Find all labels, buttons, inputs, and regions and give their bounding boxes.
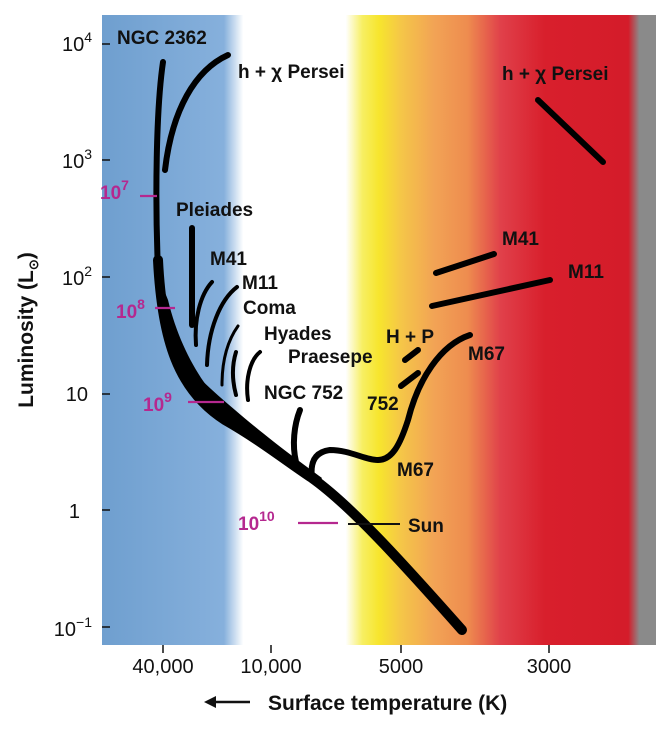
track-hp-giant xyxy=(402,347,421,363)
y-tick-label-1e3: 103 xyxy=(62,146,92,173)
label-ngc752: NGC 752 xyxy=(264,383,343,404)
age-label-1e7: 107 xyxy=(100,177,129,204)
age-label-1e9: 109 xyxy=(143,389,172,416)
track-ngc2362 xyxy=(153,59,166,273)
label-ngc2362: NGC 2362 xyxy=(117,28,207,49)
age-label-1e10: 1010 xyxy=(238,508,275,535)
label-hyades: Hyades xyxy=(264,324,332,345)
main-sequence-fill xyxy=(165,340,322,485)
y-tick-label-1e2: 102 xyxy=(62,263,92,290)
label-m41: M41 xyxy=(210,249,247,270)
label-sun: Sun xyxy=(408,516,444,537)
y-axis xyxy=(102,43,110,628)
age-markers xyxy=(140,194,338,525)
track-m11-giant xyxy=(429,277,553,309)
cluster-tracks xyxy=(153,52,606,635)
track-hyades xyxy=(231,350,238,397)
track-752-giant xyxy=(398,370,421,389)
label-pleiades: Pleiades xyxy=(176,200,253,221)
cluster-labels: NGC 2362 h + χ Persei h + χ Persei Pleia… xyxy=(117,28,609,537)
x-tick-label-10000: 10,000 xyxy=(240,656,301,678)
age-labels: 107 108 109 1010 xyxy=(100,177,275,535)
label-hx-persei-blue: h + χ Persei xyxy=(238,62,345,83)
track-praesepe xyxy=(245,350,262,402)
plot-background xyxy=(102,15,656,645)
x-tick-label-40000: 40,000 xyxy=(132,656,193,678)
y-tick-labels: 104 103 102 10 1 10−1 xyxy=(54,29,92,641)
x-tick-label-5000: 5000 xyxy=(379,656,424,678)
label-praesepe: Praesepe xyxy=(288,347,373,368)
y-tick-label-1: 1 xyxy=(69,501,80,523)
label-hx-persei-red: h + χ Persei xyxy=(502,64,609,85)
x-tick-labels: 40,000 10,000 5000 3000 xyxy=(132,656,571,678)
track-hx-persei-giant xyxy=(535,97,606,165)
track-m41 xyxy=(193,280,214,347)
x-axis xyxy=(162,645,550,653)
arrow-left-icon-head xyxy=(204,696,216,708)
y-tick-label-1e-1: 10−1 xyxy=(54,614,92,641)
age-label-1e8: 108 xyxy=(116,296,145,323)
label-m11: M11 xyxy=(242,273,278,294)
label-m41-giant: M41 xyxy=(502,229,539,250)
track-m11 xyxy=(205,285,239,367)
track-hx-persei xyxy=(162,52,231,173)
label-m67-turnoff: M67 xyxy=(397,460,434,481)
track-coma xyxy=(220,324,240,387)
track-ngc752 xyxy=(290,407,303,465)
track-m41-giant xyxy=(433,251,497,276)
label-m67-giant: M67 xyxy=(468,344,505,365)
x-axis-title-group: Surface temperature (K) xyxy=(204,692,507,715)
x-tick-label-3000: 3000 xyxy=(527,656,572,678)
label-coma: Coma xyxy=(243,298,296,319)
label-m11-giant: M11 xyxy=(568,262,604,283)
x-axis-title: Surface temperature (K) xyxy=(268,692,507,715)
label-752-giant: 752 xyxy=(367,394,399,415)
y-tick-label-10: 10 xyxy=(66,384,88,406)
y-axis-title: Luminosity (L⊙) xyxy=(15,252,41,408)
track-m67 xyxy=(308,332,473,481)
label-hp: H + P xyxy=(386,327,434,348)
y-tick-label-1e4: 104 xyxy=(62,29,92,56)
